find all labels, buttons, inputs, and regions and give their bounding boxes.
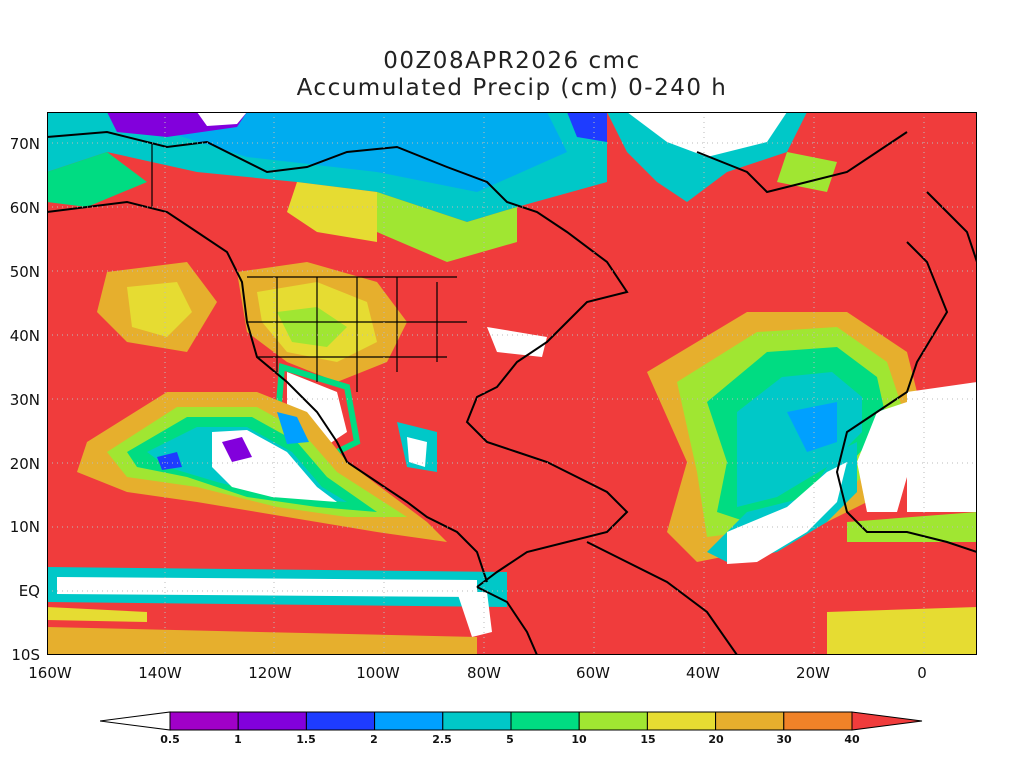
colorbar-max-arrow <box>851 711 923 731</box>
colorbar-cells <box>169 711 853 731</box>
colorbar-label: 30 <box>776 733 792 746</box>
lat-label-50n: 50N <box>9 263 40 281</box>
colorbar-label: 10 <box>571 733 587 746</box>
lon-label-60w: 60W <box>576 664 610 682</box>
colorbar-min-arrow <box>100 711 171 731</box>
colorbar-cell <box>646 711 717 731</box>
lat-label-70n: 70N <box>9 135 40 153</box>
colorbar-label: 15 <box>640 733 656 746</box>
lon-label-140w: 140W <box>138 664 182 682</box>
lat-label-10s: 10S <box>11 646 40 664</box>
colorbar-label: 1 <box>234 733 242 746</box>
lat-label-40n: 40N <box>9 327 40 345</box>
lon-label-20w: 20W <box>796 664 830 682</box>
coastlines <box>47 130 977 655</box>
lat-label-10n: 10N <box>9 518 40 536</box>
colorbar-cell <box>169 711 239 731</box>
colorbar-cell <box>578 711 648 731</box>
colorbar-label: 40 <box>844 733 860 746</box>
colorbar-label: 1.5 <box>296 733 316 746</box>
colorbar-cell <box>783 711 853 731</box>
colorbar <box>100 711 923 731</box>
lon-label-40w: 40W <box>686 664 720 682</box>
colorbar-cell <box>442 711 512 731</box>
colorbar-cell <box>374 711 444 731</box>
lat-label-30n: 30N <box>9 391 40 409</box>
lon-label-0: 0 <box>917 664 927 682</box>
atlantic-subtropical-dry-zone <box>647 312 977 564</box>
us-state-borders <box>151 142 467 392</box>
colorbar-label: 20 <box>708 733 724 746</box>
colorbar-cell <box>715 711 785 731</box>
lon-label-120w: 120W <box>248 664 292 682</box>
equatorial-dry-band <box>47 567 977 655</box>
map-title-date-model: 00Z08APR2026 cmc <box>383 48 641 74</box>
lat-label-eq: EQ <box>18 582 40 600</box>
lon-label-100w: 100W <box>356 664 400 682</box>
east-pacific-dry-zone <box>77 392 447 542</box>
colorbar-cell <box>305 711 376 731</box>
map-title-variable: Accumulated Precip (cm) 0-240 h <box>296 75 728 101</box>
colorbar-label: 2.5 <box>432 733 452 746</box>
colorbar-cell <box>510 711 580 731</box>
colorbar-label: 2 <box>370 733 378 746</box>
colorbar-label: 5 <box>506 733 514 746</box>
lon-label-160w: 160W <box>28 664 72 682</box>
lon-label-80w: 80W <box>467 664 501 682</box>
lat-label-20n: 20N <box>9 455 40 473</box>
map-frame <box>47 112 977 655</box>
lat-label-60n: 60N <box>9 199 40 217</box>
precip-map <box>47 112 977 655</box>
precip-map-svg <box>47 112 977 655</box>
colorbar-label: 0.5 <box>160 733 180 746</box>
colorbar-cell <box>237 711 307 731</box>
graticule <box>47 112 977 655</box>
